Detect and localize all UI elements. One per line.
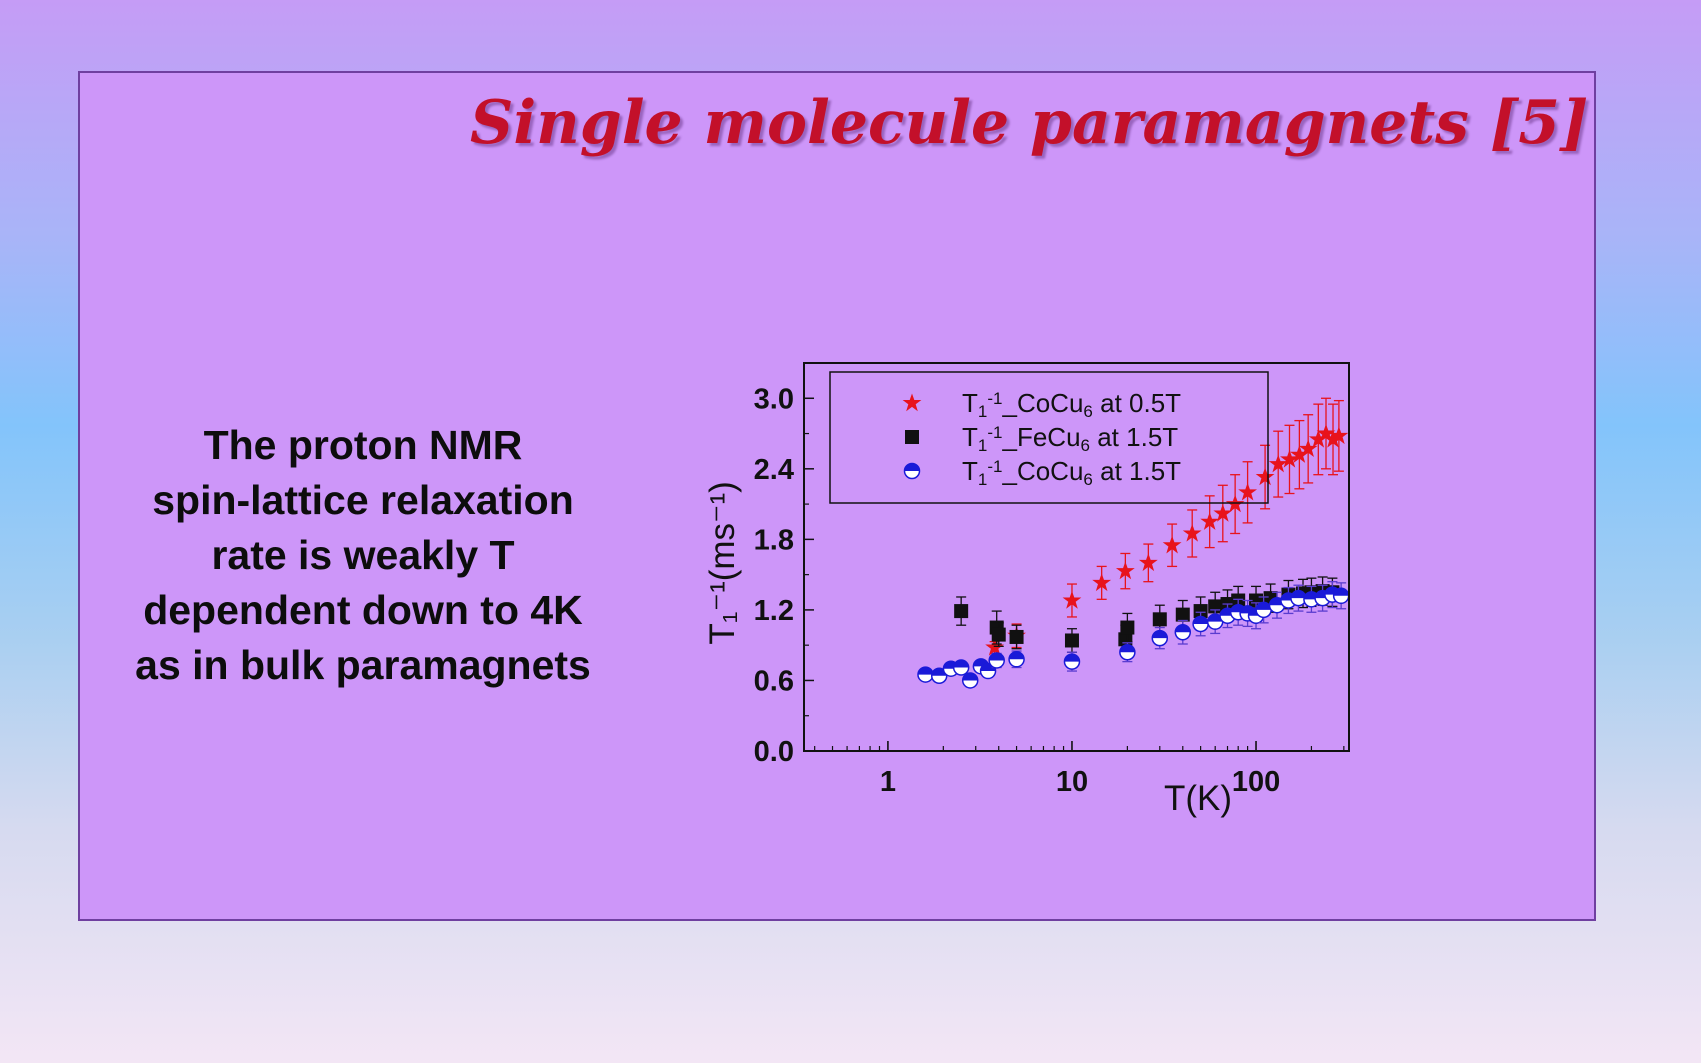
data-point-half-circle [1192,615,1209,633]
x-axis-label: T(K) [1164,779,1232,818]
x-tick-label: 1 [880,766,896,798]
data-point-square [991,627,1006,642]
legend-entry: T1-1_FeCu6 at 1.5T [962,422,1178,455]
data-point-square [1009,629,1024,644]
data-point-square [905,430,919,444]
plot-area [803,362,1350,752]
data-point-half-circle [917,666,934,683]
body-line: The proton NMR [203,422,523,468]
series-square [954,576,1340,655]
data-point-half-circle [988,652,1005,669]
body-line: as in bulk paramagnets [135,642,591,688]
series-half-circle [917,581,1350,689]
data-point-half-circle [952,659,970,676]
slide-frame [78,71,1596,921]
y-tick-label: 1.2 [754,595,794,627]
x-tick-label: 10 [1056,766,1088,798]
x-tick-label: 100 [1232,766,1280,798]
data-point-half-circle [1255,601,1272,619]
legend-entry: T1-1_CoCu6 at 1.5T [962,456,1181,489]
body-line: rate is weakly T [211,532,515,578]
legend-box [829,371,1269,504]
data-point-half-circle [1063,653,1081,670]
y-tick-label: 0.6 [754,665,794,697]
data-point-square [954,604,969,619]
y-tick-label: 1.8 [754,524,794,556]
body-line: spin-lattice relaxation [152,477,574,523]
data-point-half-circle [1206,613,1224,630]
data-point-square [1193,604,1208,619]
slide-title: Single molecule paramagnets [5] [470,88,1589,158]
data-point-square [1175,607,1190,622]
series-star [985,397,1349,656]
data-point-square [1152,612,1167,627]
y-tick-label: 3.0 [754,383,794,415]
y-tick-label: 0.0 [754,736,794,768]
data-point-half-circle [1174,623,1192,641]
data-point-square [1120,620,1135,635]
body-line: dependent down to 4K [143,587,583,633]
data-point-star [902,393,922,412]
data-point-square [1064,633,1079,648]
data-point-half-circle [1119,643,1136,661]
data-point-half-circle [1151,629,1169,647]
y-tick-label: 2.4 [754,454,794,486]
data-point-half-circle [961,672,979,689]
data-point-half-circle [1008,651,1025,668]
data-point-half-circle [1332,587,1350,605]
data-point-half-circle [903,462,921,480]
data-point-half-circle [1290,589,1307,607]
y-axis-label: T₁⁻¹(ms⁻¹) [703,481,742,644]
relaxation-rate-chart: 0.0 0.6 1.2 1.8 2.4 3.0 1 10 100 T1-1_CoCu6 at … [703,362,1350,818]
body-text: The proton NMR spin-lattice relaxation r… [88,418,638,693]
legend-entry: T1-1_CoCu6 at 0.5T [962,388,1181,421]
